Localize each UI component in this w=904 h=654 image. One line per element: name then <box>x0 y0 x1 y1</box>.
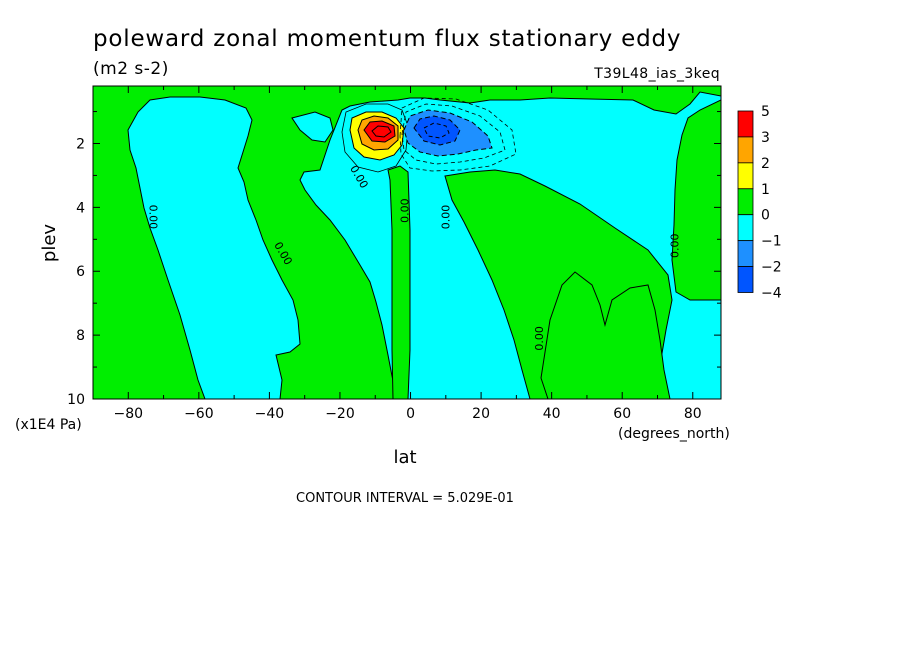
x-tick-label: 0 <box>406 406 415 422</box>
positive-region-arctic <box>671 99 721 301</box>
x-tick-label: 40 <box>543 406 561 422</box>
colorbar-swatch <box>737 266 754 293</box>
positive-max-inner <box>371 125 392 138</box>
colorbar-swatch <box>737 136 754 164</box>
x-tick-label: −80 <box>114 406 144 422</box>
positive-max-3 <box>363 120 396 143</box>
y-tick-label: 8 <box>76 328 85 344</box>
x-tick-label: −60 <box>184 406 214 422</box>
colorbar-label: 1 <box>761 182 770 198</box>
y-tick-label: 2 <box>76 136 85 152</box>
colorbar-label: 0 <box>761 208 770 224</box>
chart-units: (m2 s-2) <box>93 59 169 79</box>
y-axis: 2 4 6 8 10 <box>67 111 721 408</box>
colorbar-label: 2 <box>761 156 770 172</box>
y-axis-label: plev <box>39 224 60 263</box>
zero-contour-label: 0.00 <box>669 233 682 258</box>
plot-area <box>93 86 721 399</box>
plot-frame <box>92 85 722 400</box>
colorbar-label: −4 <box>761 286 782 302</box>
x-tick-label: −40 <box>255 406 285 422</box>
zero-contour-label: 0.00 <box>439 205 452 230</box>
chart-title: poleward zonal momentum flux stationary … <box>93 26 681 52</box>
colorbar-label: 5 <box>761 104 770 120</box>
y-tick-label: 10 <box>67 392 85 408</box>
y-tick-label: 6 <box>76 264 85 280</box>
colorbar-label: −1 <box>761 234 782 250</box>
run-label: T39L48_ias_3keq <box>593 66 720 82</box>
x-tick-label: 60 <box>613 406 631 422</box>
y-units-label: (x1E4 Pa) <box>15 417 82 433</box>
positive-region-subtropic <box>540 271 671 399</box>
negative-min-outer-contour-1 <box>401 103 506 165</box>
x-tick-label: 20 <box>472 406 490 422</box>
colorbar-label: −2 <box>761 260 782 276</box>
zero-contour-labels: 0.000.000.000.00 0.000.000.00 <box>146 163 681 351</box>
positive-region-south <box>93 86 721 399</box>
negative-region-pocket <box>291 111 334 143</box>
y-tick-label: 4 <box>76 200 85 216</box>
colorbar-swatch <box>737 240 754 267</box>
x-axis: −80 −60 −40 −20 0 20 40 60 80 <box>92 86 702 422</box>
x-tick-label: −20 <box>325 406 355 422</box>
x-axis-label: lat <box>393 447 416 468</box>
positive-region-tropic-strip <box>387 165 411 399</box>
colorbar-swatch <box>737 214 754 242</box>
colorbar-label: 3 <box>761 130 770 146</box>
negative-min-inner <box>423 122 450 139</box>
negative-min-outer-contour-2 <box>399 97 517 172</box>
x-tick-label: 80 <box>684 406 702 422</box>
zero-contour-label: 0.00 <box>146 205 159 230</box>
colorbar-swatch <box>737 162 754 190</box>
colorbar-swatch <box>737 110 754 138</box>
zero-contour-label: 0.00 <box>533 326 546 351</box>
colorbar: 5 3 2 1 0 −1 −2 −4 <box>737 104 782 302</box>
negative-min-2 <box>413 115 461 146</box>
contour-interval-note: CONTOUR INTERVAL = 5.029E-01 <box>296 491 514 506</box>
x-units-label: (degrees_north) <box>618 426 730 442</box>
zero-contour-label: 0.00 <box>399 198 412 223</box>
colorbar-swatch <box>737 188 754 216</box>
